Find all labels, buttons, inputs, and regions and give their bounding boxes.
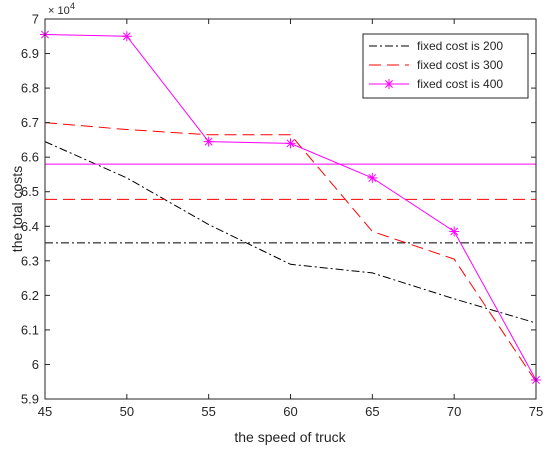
y-tick-label: 6.9 xyxy=(21,46,39,61)
data-point-marker xyxy=(367,172,378,183)
y-tick-label: 6.5 xyxy=(21,184,39,199)
x-axis-label: the speed of truck xyxy=(234,429,346,445)
data-point-marker xyxy=(203,136,214,147)
y-tick-label: 6.8 xyxy=(21,81,39,96)
x-tick-label: 50 xyxy=(120,404,134,419)
legend: fixed cost is 200 fixed cost is 300 fixed … xyxy=(362,33,529,99)
legend-label: fixed cost is 400 xyxy=(417,77,503,91)
y-tick-label: 6.2 xyxy=(21,288,39,303)
y-tick-label: 5.9 xyxy=(21,392,39,407)
series-line-2 xyxy=(44,122,537,383)
y-tick-label: 6 xyxy=(32,357,39,372)
legend-marker xyxy=(384,79,394,89)
y-axis-multiplier: × 10 xyxy=(48,5,70,17)
y-axis-label: the total costs xyxy=(9,166,25,252)
data-point-marker xyxy=(449,226,460,237)
x-tick-label: 55 xyxy=(201,404,215,419)
axis-ticks: 45 50 55 60 65 70 75 5.9 6 6.1 6.2 6.3 6.4 6.5 6.6 6.7 6… xyxy=(21,12,543,420)
x-tick-label: 75 xyxy=(529,404,543,419)
y-tick-label: 6.3 xyxy=(21,253,39,268)
y-axis-multiplier-exponent: 4 xyxy=(70,1,75,11)
x-tick-label: 45 xyxy=(38,404,52,419)
y-tick-label: 6.4 xyxy=(21,219,39,234)
legend-box xyxy=(362,33,529,99)
x-tick-label: 65 xyxy=(365,404,379,419)
y-tick-label: 6.1 xyxy=(21,322,39,337)
legend-entries: fixed cost is 200 fixed cost is 300 fixed … xyxy=(369,39,503,91)
y-tick-label: 6.6 xyxy=(21,150,39,165)
legend-label: fixed cost is 300 xyxy=(417,58,503,72)
x-tick-label: 60 xyxy=(283,404,297,419)
series-line-1 xyxy=(44,141,537,324)
x-tick-label: 70 xyxy=(447,404,461,419)
y-tick-label: 6.7 xyxy=(21,115,39,130)
data-point-marker xyxy=(285,138,296,149)
data-point-marker xyxy=(121,31,132,42)
series-layer xyxy=(40,29,541,385)
legend-label: fixed cost is 200 xyxy=(417,39,503,53)
y-tick-label: 7 xyxy=(32,12,39,27)
